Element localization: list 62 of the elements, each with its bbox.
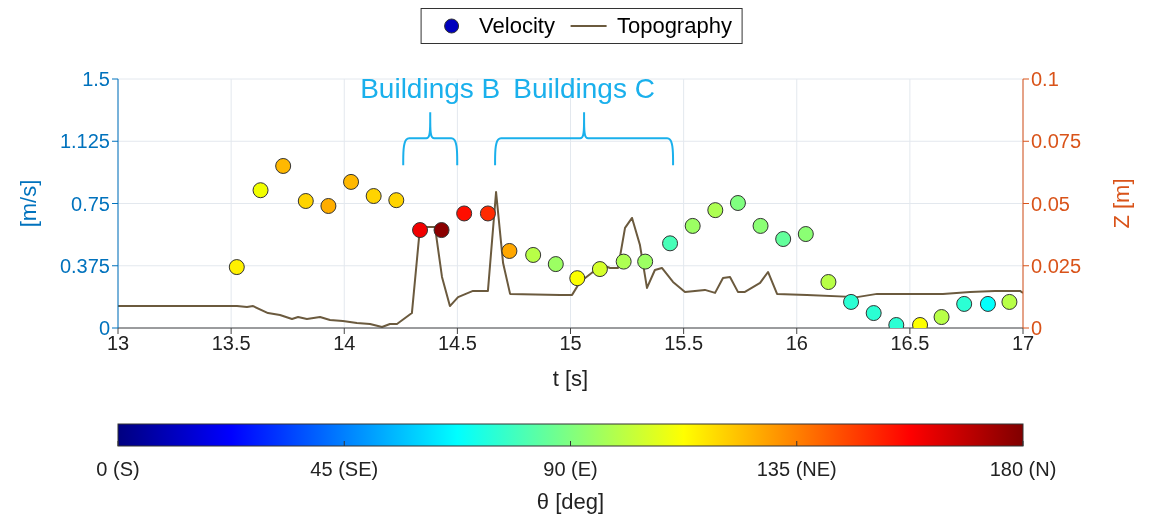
point [297, 193, 314, 210]
annotation: Buildings C [513, 73, 655, 105]
color-bar-title: θ [deg] [536, 489, 605, 514]
point [820, 274, 837, 291]
y2-tick-label: 0.025 [1031, 254, 1082, 277]
x-tick-label: 16.5 [890, 332, 930, 355]
y2-axis-title: Z [m] [1109, 178, 1134, 229]
point [615, 253, 632, 270]
color-bar-label: 180 (N) [989, 458, 1057, 480]
x-tick-label: 14 [333, 332, 356, 355]
point [797, 226, 814, 243]
point [501, 242, 518, 259]
point [684, 217, 701, 234]
point [412, 222, 429, 239]
point [752, 217, 769, 234]
point [343, 173, 360, 190]
point [275, 157, 292, 174]
x-tick-label: 15 [559, 332, 582, 355]
point [979, 295, 996, 312]
y-tick-label: 0.375 [59, 254, 110, 277]
color-bar-label: 90 (E) [543, 458, 598, 480]
point [388, 192, 405, 209]
point [865, 305, 882, 322]
color-bar-label: 0 (S) [96, 458, 140, 480]
point [320, 197, 337, 214]
point [707, 202, 724, 219]
point [252, 182, 269, 199]
color-bar-label: 45 (SE) [310, 458, 379, 480]
point [729, 195, 746, 211]
point [591, 261, 608, 278]
text: Velocity [479, 13, 555, 39]
point [662, 235, 679, 252]
x-tick-label: 14.5 [437, 332, 477, 355]
point [456, 205, 473, 222]
point [843, 293, 860, 310]
point [956, 295, 973, 312]
point [525, 246, 542, 263]
y2-tick-label: 0.075 [1031, 130, 1082, 153]
point [365, 188, 382, 205]
point [1001, 293, 1018, 310]
y-tick-label: 0.75 [71, 192, 110, 215]
point [479, 205, 496, 222]
point [933, 309, 950, 326]
y-tick-label: 0 [98, 317, 110, 340]
point [775, 231, 792, 248]
y-tick-label: 1.5 [82, 68, 110, 91]
point [547, 256, 564, 273]
point [433, 222, 450, 239]
annotation: Buildings B [360, 73, 501, 105]
y2-tick-label: 0.05 [1031, 192, 1070, 215]
x-tick-label: 15.5 [664, 332, 704, 355]
y-axis-title: [m/s] [16, 179, 41, 228]
y-tick-label: 1.125 [59, 130, 110, 153]
point [569, 270, 586, 287]
y2-tick-label: 0.1 [1031, 68, 1059, 91]
point [228, 259, 245, 276]
x-tick-label: 16 [785, 332, 808, 355]
x-tick-label: 13.5 [211, 332, 251, 355]
x-axis-title: t [s] [552, 366, 589, 391]
point [637, 253, 654, 270]
legend-label: Topography [616, 13, 732, 39]
color-bar-label: 135 (NE) [756, 458, 837, 480]
